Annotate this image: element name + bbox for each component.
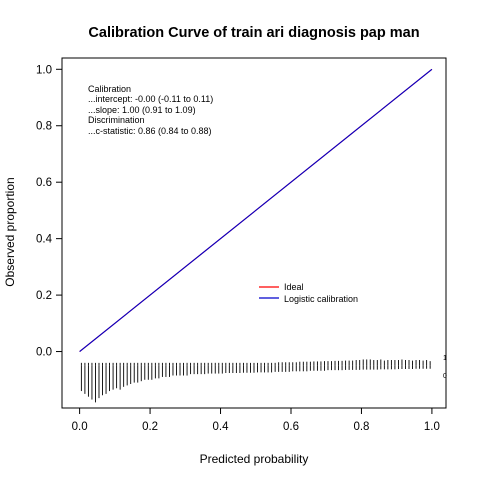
y-tick-label: 0.2 <box>36 290 52 302</box>
x-tick-label: 0.2 <box>142 421 158 433</box>
annotation-c-statistic: ...c-statistic: 0.86 (0.84 to 0.88) <box>88 126 212 136</box>
annotation-slope: ...slope: 1.00 (0.91 to 1.09) <box>88 105 196 115</box>
rug-plot <box>80 359 431 403</box>
x-tick-label: 0.8 <box>353 421 369 433</box>
annotation-intercept: ...intercept: -0.00 (-0.11 to 0.11) <box>88 94 213 104</box>
x-axis-label: Predicted probability <box>200 452 309 466</box>
legend: Ideal Logistic calibration <box>259 282 358 304</box>
annotation-calibration-heading: Calibration <box>88 84 131 94</box>
rug-label-events: 1 <box>443 355 447 362</box>
x-tick-label: 0.6 <box>283 421 299 433</box>
stats-annotation: Calibration ...intercept: -0.00 (-0.11 t… <box>88 84 213 136</box>
y-tick-label: 0.4 <box>36 234 53 246</box>
x-tick-label: 0.0 <box>72 421 88 433</box>
rug-label-nonevents: 0 <box>443 373 447 380</box>
y-tick-label: 0.0 <box>36 347 52 359</box>
y-axis: 0.0 0.2 0.4 0.6 0.8 1.0 <box>36 64 62 359</box>
plot-area-frame <box>61 57 447 409</box>
legend-label-ideal: Ideal <box>284 282 304 292</box>
y-tick-label: 0.8 <box>36 121 52 133</box>
series-layer <box>79 68 433 352</box>
legend-label-logistic: Logistic calibration <box>284 294 358 304</box>
y-tick-label: 0.6 <box>36 177 52 189</box>
series-line-logistic-calibration <box>79 68 433 352</box>
y-axis-label: Observed proportion <box>3 177 17 286</box>
annotation-discrimination-heading: Discrimination <box>88 115 145 125</box>
x-tick-label: 1.0 <box>424 421 440 433</box>
y-tick-label: 1.0 <box>36 64 52 76</box>
chart-title: Calibration Curve of train ari diagnosis… <box>88 25 419 41</box>
x-axis: 0.0 0.2 0.4 0.6 0.8 1.0 <box>72 408 440 433</box>
x-tick-label: 0.4 <box>213 421 230 433</box>
